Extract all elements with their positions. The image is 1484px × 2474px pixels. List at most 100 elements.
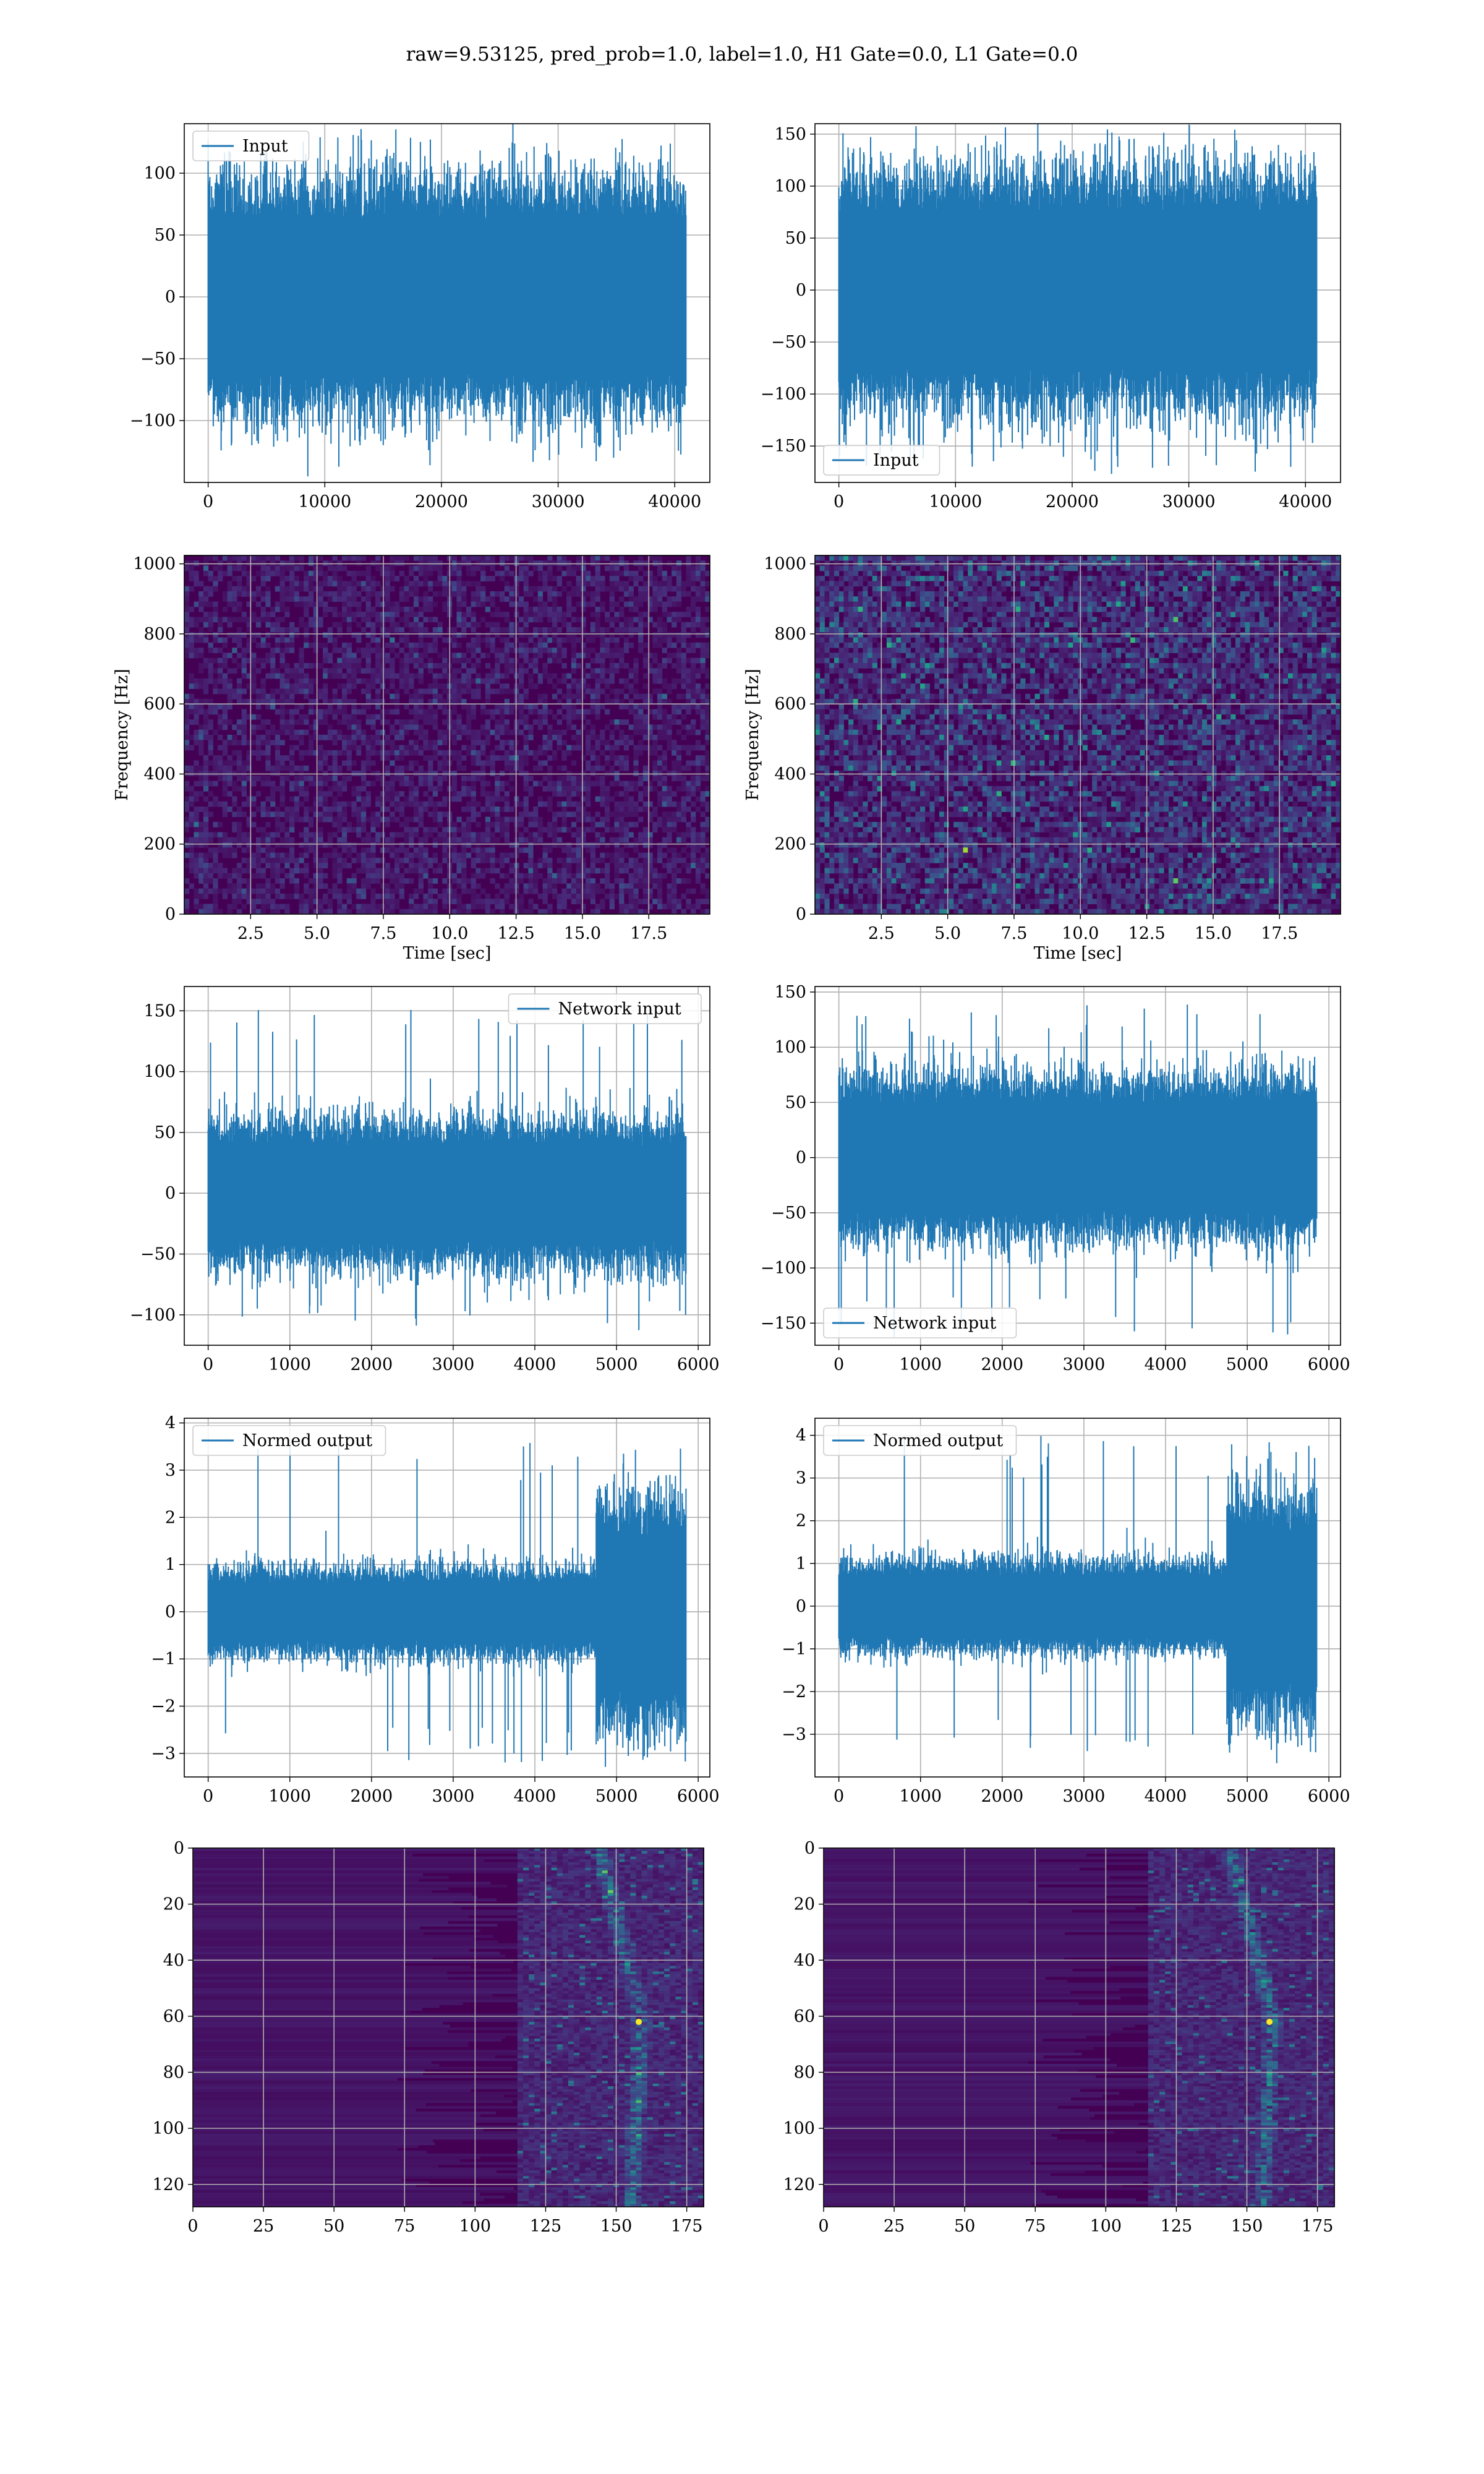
heatmap-cell xyxy=(586,709,591,715)
heatmap-cell xyxy=(590,555,596,561)
heatmap-cell xyxy=(652,714,658,720)
heatmap-cell xyxy=(662,776,667,782)
heatmap-cell xyxy=(294,576,299,581)
heatmap-cell xyxy=(686,581,691,587)
heatmap-cell xyxy=(518,617,524,623)
heatmap-cell xyxy=(566,873,572,879)
heatmap-cell xyxy=(279,714,285,720)
heatmap-cell xyxy=(500,771,505,776)
heatmap-cell xyxy=(623,827,629,833)
heatmap-cell xyxy=(432,842,438,848)
heatmap-cell xyxy=(356,719,362,725)
heatmap-cell xyxy=(413,576,419,581)
heatmap-cell xyxy=(289,560,295,567)
heatmap-cell xyxy=(595,596,600,602)
heatmap-cell xyxy=(394,627,400,633)
heatmap-cell xyxy=(284,637,290,643)
heatmap-cell xyxy=(294,811,299,818)
heatmap-cell xyxy=(633,893,639,899)
heatmap-cell xyxy=(237,832,242,838)
heatmap-cell xyxy=(365,617,371,623)
heatmap-cell xyxy=(279,883,285,889)
heatmap-cell xyxy=(409,699,414,704)
heatmap-cell xyxy=(418,657,424,664)
heatmap-cell xyxy=(246,888,252,894)
heatmap-cell xyxy=(471,668,476,674)
heatmap-cell xyxy=(299,899,304,904)
heatmap-cell xyxy=(390,888,395,894)
heatmap-cell xyxy=(614,688,620,695)
heatmap-cell xyxy=(413,601,419,607)
heatmap-cell xyxy=(241,878,247,884)
heatmap-cell xyxy=(628,699,634,704)
heatmap-cell xyxy=(418,857,424,863)
heatmap-cell xyxy=(466,709,472,715)
heatmap-cell xyxy=(700,811,706,818)
heatmap-cell xyxy=(380,801,386,807)
heatmap-cell xyxy=(705,863,710,868)
heatmap-cell xyxy=(299,771,304,776)
heatmap-cell xyxy=(471,729,476,735)
heatmap-cell xyxy=(571,704,577,710)
heatmap-cell xyxy=(380,776,386,782)
heatmap-cell xyxy=(270,560,276,567)
heatmap-cell xyxy=(213,847,218,854)
heatmap-cell xyxy=(337,909,343,915)
heatmap-cell xyxy=(628,796,634,802)
heatmap-cell xyxy=(437,868,443,874)
heatmap-cell xyxy=(528,857,534,863)
heatmap-cell xyxy=(203,596,209,602)
heatmap-cell xyxy=(327,729,333,735)
heatmap-cell xyxy=(318,904,323,910)
heatmap-cell xyxy=(628,863,634,868)
heatmap-cell xyxy=(686,704,691,710)
heatmap-cell xyxy=(437,821,443,828)
heatmap-cell xyxy=(590,745,596,751)
heatmap-cell xyxy=(251,560,257,567)
heatmap-cell xyxy=(595,740,600,746)
heatmap-cell xyxy=(605,863,610,868)
heatmap-cell xyxy=(432,776,438,782)
heatmap-cell xyxy=(313,565,318,571)
heatmap-cell xyxy=(423,560,429,567)
heatmap-cell xyxy=(394,601,400,607)
heatmap-cell xyxy=(461,842,467,848)
heatmap-cell xyxy=(586,791,591,797)
heatmap-cell xyxy=(327,560,333,567)
heatmap-cell xyxy=(213,857,218,863)
heatmap-cell xyxy=(232,893,237,899)
heatmap-cell xyxy=(556,735,562,740)
heatmap-cell xyxy=(471,581,476,587)
heatmap-cell xyxy=(437,893,443,899)
heatmap-cell xyxy=(605,801,610,807)
heatmap-cell xyxy=(605,883,610,889)
heatmap-cell xyxy=(208,811,213,818)
heatmap-cell xyxy=(360,904,367,910)
heatmap-cell xyxy=(695,873,701,879)
heatmap-cell xyxy=(194,637,199,643)
heatmap-cell xyxy=(289,735,295,740)
heatmap-cell xyxy=(323,771,328,776)
heatmap-cell xyxy=(413,827,419,833)
heatmap-cell xyxy=(657,801,663,807)
heatmap-cell xyxy=(576,565,581,571)
heatmap-cell xyxy=(442,586,448,592)
heatmap-cell xyxy=(265,842,271,848)
heatmap-cell xyxy=(418,632,424,638)
heatmap-cell xyxy=(203,591,209,597)
heatmap-cell xyxy=(695,576,701,581)
heatmap-cell xyxy=(346,750,352,756)
x-tick-label: 5.0 xyxy=(304,924,330,943)
heatmap-cell xyxy=(337,612,343,617)
heatmap-cell xyxy=(623,765,629,771)
heatmap-cell xyxy=(413,709,419,715)
heatmap-cell xyxy=(365,668,371,674)
heatmap-cell xyxy=(394,719,400,725)
heatmap-cell xyxy=(686,693,691,700)
x-tick-label: 2.5 xyxy=(237,924,264,943)
heatmap-cell xyxy=(576,735,581,740)
heatmap-cell xyxy=(189,704,194,710)
heatmap-cell xyxy=(227,760,232,766)
heatmap-cell xyxy=(390,873,395,879)
heatmap-cell xyxy=(566,863,572,868)
